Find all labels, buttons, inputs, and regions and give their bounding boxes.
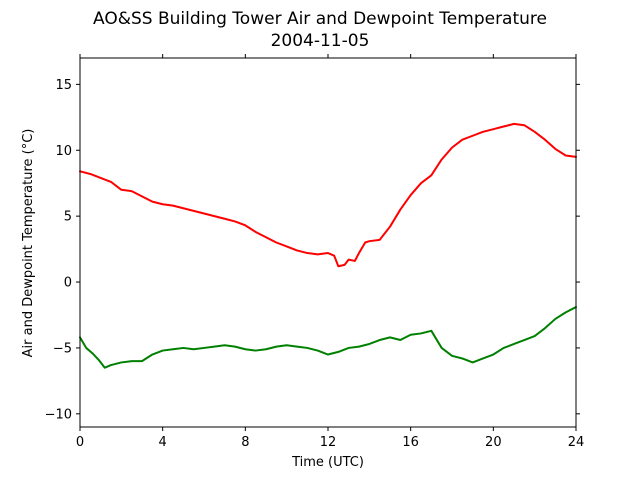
x-tick-label: 20	[485, 435, 502, 450]
x-axis-label: Time (UTC)	[291, 455, 364, 470]
x-tick-label: 12	[320, 435, 337, 450]
x-tick-label: 24	[568, 435, 585, 450]
dewpoint-temperature-line	[79, 306, 577, 369]
chart-subtitle: 2004-11-05	[271, 31, 370, 51]
chart-title: AO&SS Building Tower Air and Dewpoint Te…	[93, 9, 547, 29]
y-tick-label: 0	[64, 276, 72, 291]
tick-layer: 0 4 8 12 16 20 24 −10 −5 0 5 10 15	[45, 54, 585, 450]
x-tick-label: 8	[241, 435, 249, 450]
x-tick-label: 0	[76, 435, 84, 450]
y-tick-label: 15	[55, 78, 72, 93]
x-tick-label: 16	[402, 435, 419, 450]
air-temperature-line	[79, 122, 577, 268]
y-axis-label: Air and Dewpoint Temperature (°C)	[21, 129, 36, 358]
x-tick-label: 4	[159, 435, 167, 450]
y-tick-label: 10	[55, 144, 72, 159]
y-tick-label: −5	[53, 341, 72, 356]
y-tick-label: 5	[64, 210, 72, 225]
series-layer	[79, 122, 577, 369]
y-tick-label: −10	[45, 407, 72, 422]
plot-frame	[79, 57, 577, 428]
